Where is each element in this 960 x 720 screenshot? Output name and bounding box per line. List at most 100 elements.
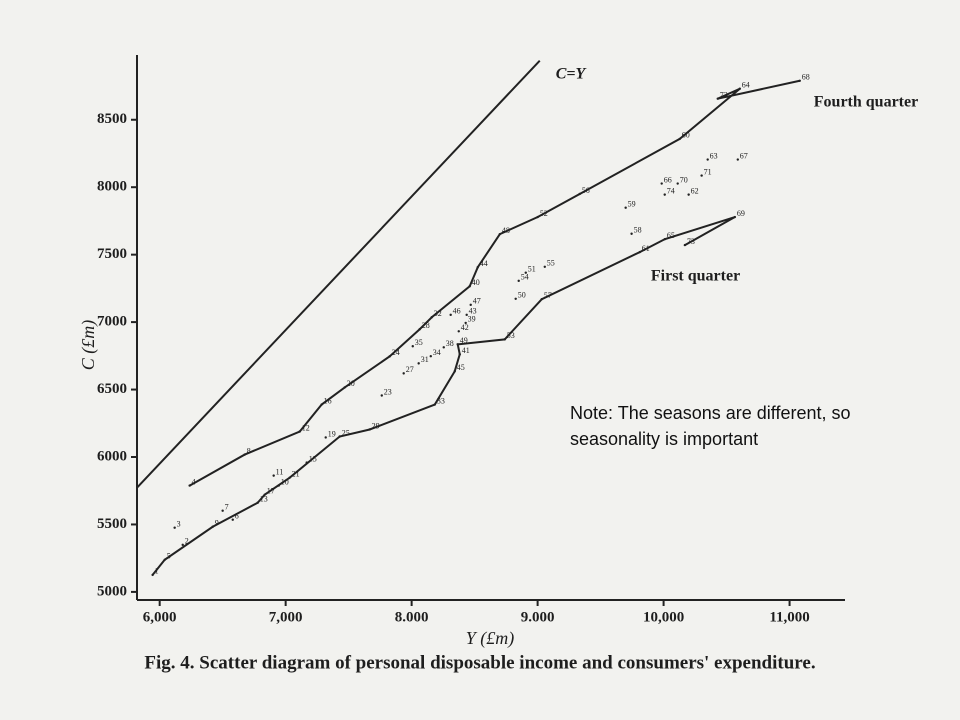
point-label: 2 [185, 537, 189, 546]
point-label: 3 [177, 520, 181, 529]
point [368, 428, 371, 431]
point-label: 6 [235, 512, 239, 521]
point-label: 58 [634, 226, 642, 235]
point-label: 51 [528, 265, 536, 274]
point-label: 39 [468, 315, 476, 324]
point [543, 265, 546, 268]
point [320, 403, 323, 406]
point-label: 55 [547, 259, 555, 268]
point [716, 97, 719, 100]
y-tick-label: 6000 [97, 448, 127, 464]
point-label: 53 [507, 331, 515, 340]
point-label: 31 [421, 355, 429, 364]
point-label: 4 [192, 477, 196, 486]
point-label: 71 [704, 167, 712, 176]
point [514, 297, 517, 300]
point-label: 74 [667, 186, 675, 195]
point-label: 32 [434, 309, 442, 318]
point-label: 38 [446, 339, 454, 348]
point-label: 24 [392, 348, 400, 357]
point [524, 271, 527, 274]
point-label: 11 [276, 467, 284, 476]
point [687, 193, 690, 196]
point [163, 558, 166, 561]
point-label: 19 [328, 429, 336, 438]
point-label: 7 [225, 503, 229, 512]
point-label: 59 [628, 200, 636, 209]
x-tick-label: 6,000 [143, 609, 177, 625]
point [676, 182, 679, 185]
point-label: 16 [324, 396, 332, 405]
point-label: 65 [667, 231, 675, 240]
point [464, 321, 467, 325]
point-label: 73 [687, 237, 695, 246]
x-tick-label: 10,000 [643, 609, 684, 625]
point-label: 15 [309, 454, 317, 463]
point [738, 87, 742, 90]
point-label: 29 [372, 421, 380, 430]
y-tick-label: 5500 [97, 516, 127, 532]
x-tick-label: 9.000 [521, 609, 555, 625]
point [663, 237, 667, 241]
point [181, 543, 184, 547]
point [457, 330, 460, 333]
point [476, 265, 479, 269]
series-line [151, 216, 736, 576]
point [624, 206, 627, 209]
point-label: 13 [260, 495, 268, 504]
y-tick-label: 6500 [97, 381, 127, 397]
point [540, 297, 543, 301]
point-label: 69 [737, 209, 745, 218]
y-tick-label: 7000 [97, 314, 127, 330]
point-label: 41 [462, 346, 470, 355]
point-label: 43 [469, 307, 477, 316]
point [536, 215, 539, 219]
point [468, 285, 471, 288]
caption: Fig. 4. Scatter diagram of personal disp… [144, 652, 815, 673]
point-label: 66 [664, 175, 672, 184]
point [298, 430, 301, 433]
point [498, 232, 502, 236]
point-label: 52 [540, 209, 548, 218]
point-label: 10 [281, 477, 289, 486]
point [798, 79, 801, 82]
point [380, 394, 383, 397]
point-label: 62 [691, 186, 699, 195]
point [324, 436, 327, 439]
point [272, 474, 275, 477]
point [173, 526, 176, 529]
point [678, 137, 681, 141]
point [430, 316, 433, 319]
point-label: 47 [473, 297, 481, 306]
x-axis-label: Y (£m) [466, 628, 515, 649]
point [338, 435, 341, 438]
point [221, 509, 224, 512]
point [151, 573, 154, 577]
point [465, 313, 468, 317]
point [288, 476, 291, 479]
point-label: 25 [342, 428, 350, 437]
point-label: 49 [460, 336, 468, 345]
point-label: 35 [415, 338, 423, 347]
point [411, 345, 414, 348]
point-label: 57 [544, 291, 552, 300]
reference-line [136, 59, 541, 489]
point-label: 67 [740, 151, 748, 160]
reference-label: C=Y [556, 65, 587, 82]
point [736, 158, 739, 161]
point-label: 5 [167, 552, 171, 561]
point-label: 40 [472, 278, 480, 287]
point-label: 33 [437, 396, 445, 405]
point-label: 20 [347, 379, 355, 388]
note: Note: The seasons are different, so seas… [570, 403, 851, 449]
point [517, 279, 520, 283]
point-label: 28 [422, 321, 430, 330]
point [453, 370, 456, 373]
point [417, 362, 420, 365]
point [660, 182, 663, 185]
point [442, 346, 445, 349]
point [256, 501, 259, 504]
point-label: 9 [215, 519, 219, 528]
